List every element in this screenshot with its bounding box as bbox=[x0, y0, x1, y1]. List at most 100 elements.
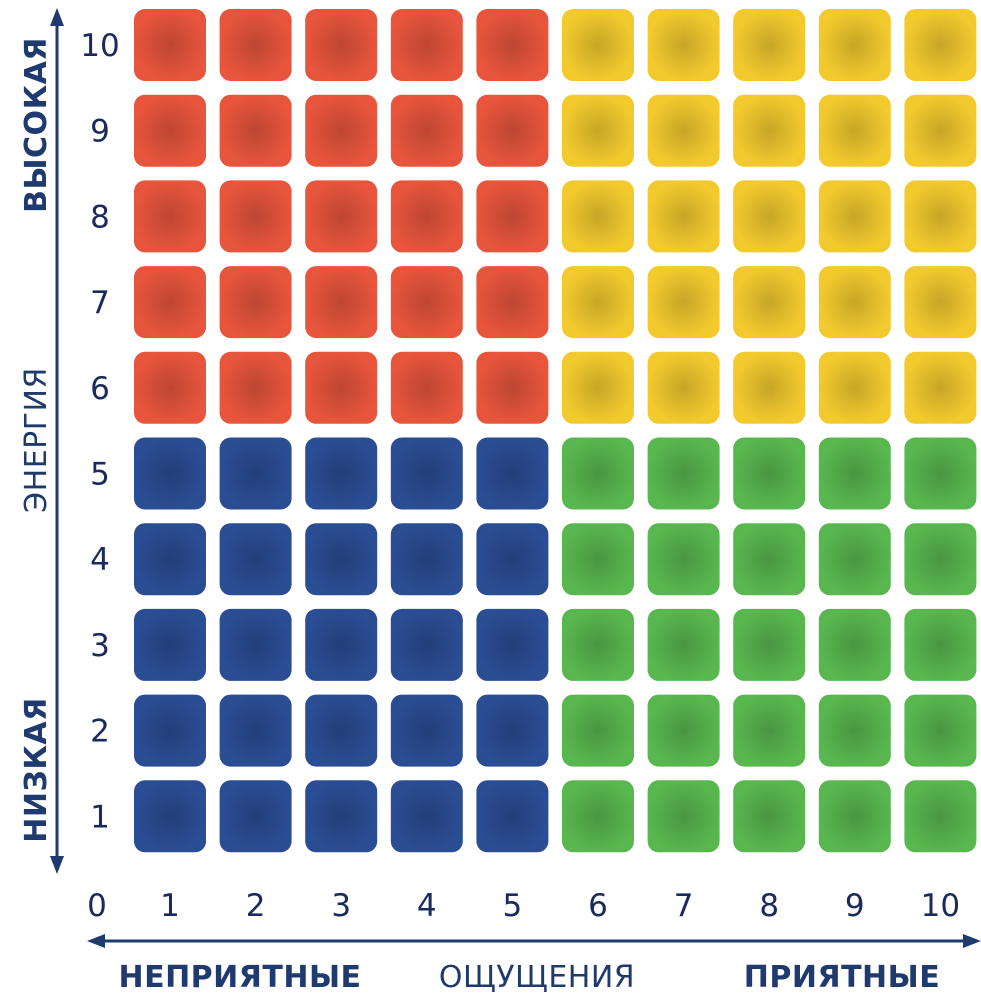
cell-x7-y9 bbox=[647, 94, 720, 167]
y-axis-arrow-bottom bbox=[50, 856, 64, 874]
cell-x4-y4 bbox=[390, 523, 463, 596]
y-tick-1: 1 bbox=[90, 799, 110, 835]
cell-x2-y10 bbox=[219, 9, 292, 81]
cell-x4-y1 bbox=[390, 780, 463, 853]
cell-x9-y5 bbox=[818, 437, 891, 510]
cell-x9-y6 bbox=[818, 351, 891, 424]
cell-x7-y4 bbox=[647, 523, 720, 596]
cell-x9-y2 bbox=[818, 694, 891, 767]
cell-x1-y6 bbox=[134, 351, 206, 424]
cell-x3-y6 bbox=[305, 351, 378, 424]
cell-x10-y4 bbox=[904, 523, 977, 596]
cell-x10-y1 bbox=[904, 780, 977, 853]
cell-x2-y4 bbox=[219, 523, 292, 596]
cell-x10-y9 bbox=[904, 94, 977, 167]
cell-x1-y2 bbox=[134, 694, 206, 767]
cell-x3-y8 bbox=[305, 180, 378, 253]
cell-x1-y10 bbox=[134, 9, 206, 81]
cell-x7-y8 bbox=[647, 180, 720, 253]
cell-x2-y6 bbox=[219, 351, 292, 424]
cell-x4-y5 bbox=[390, 437, 463, 510]
y-tick-10: 10 bbox=[80, 28, 119, 64]
cell-x8-y3 bbox=[733, 608, 806, 681]
cell-x5-y1 bbox=[476, 780, 549, 853]
x-tick-5: 5 bbox=[503, 888, 523, 924]
cell-x7-y7 bbox=[647, 266, 720, 339]
cell-grid bbox=[134, 9, 977, 853]
x-tick-2: 2 bbox=[246, 888, 266, 924]
cell-x2-y5 bbox=[219, 437, 292, 510]
cell-x3-y4 bbox=[305, 523, 378, 596]
cell-x8-y1 bbox=[733, 780, 806, 853]
cell-x1-y1 bbox=[134, 780, 206, 853]
cell-x9-y10 bbox=[818, 9, 891, 81]
cell-x9-y8 bbox=[818, 180, 891, 253]
cell-x8-y5 bbox=[733, 437, 806, 510]
cell-x7-y1 bbox=[647, 780, 720, 853]
cell-x2-y9 bbox=[219, 94, 292, 167]
cell-x5-y2 bbox=[476, 694, 549, 767]
y-tick-2: 2 bbox=[90, 714, 110, 750]
cell-x5-y5 bbox=[476, 437, 549, 510]
cell-x6-y10 bbox=[562, 9, 634, 81]
x-left-label: НЕПРИЯТНЫЕ bbox=[118, 960, 361, 995]
y-tick-7: 7 bbox=[90, 285, 110, 321]
y-tick-9: 9 bbox=[90, 114, 110, 150]
x-tick-9: 9 bbox=[845, 888, 865, 924]
cell-x5-y10 bbox=[476, 9, 549, 81]
cell-x5-y3 bbox=[476, 608, 549, 681]
cell-x3-y3 bbox=[305, 608, 378, 681]
cell-x8-y10 bbox=[733, 9, 806, 81]
x-tick-labels: 0 1 2 3 4 5 6 7 8 9 10 bbox=[87, 888, 960, 924]
cell-x10-y2 bbox=[904, 694, 977, 767]
cell-x2-y3 bbox=[219, 608, 292, 681]
cell-x7-y2 bbox=[647, 694, 720, 767]
cell-x1-y9 bbox=[134, 94, 206, 167]
cell-x6-y3 bbox=[562, 608, 634, 681]
y-axis-arrow-top bbox=[50, 8, 64, 26]
cell-x3-y2 bbox=[305, 694, 378, 767]
y-tick-6: 6 bbox=[90, 371, 110, 407]
x-axis-arrow-right bbox=[963, 934, 981, 948]
cell-x2-y8 bbox=[219, 180, 292, 253]
cell-x9-y7 bbox=[818, 266, 891, 339]
cell-x3-y10 bbox=[305, 9, 378, 81]
cell-x2-y2 bbox=[219, 694, 292, 767]
cell-x2-y7 bbox=[219, 266, 292, 339]
cell-x5-y9 bbox=[476, 94, 549, 167]
cell-x10-y5 bbox=[904, 437, 977, 510]
cell-x3-y7 bbox=[305, 266, 378, 339]
y-tick-labels: 1 2 3 4 5 6 7 8 9 10 bbox=[80, 28, 119, 835]
cell-x3-y1 bbox=[305, 780, 378, 853]
x-tick-8: 8 bbox=[759, 888, 779, 924]
y-tick-8: 8 bbox=[90, 199, 110, 235]
cell-x6-y9 bbox=[562, 94, 634, 167]
cell-x9-y9 bbox=[818, 94, 891, 167]
cell-x10-y7 bbox=[904, 266, 977, 339]
cell-x4-y7 bbox=[390, 266, 463, 339]
cell-x4-y2 bbox=[390, 694, 463, 767]
x-tick-1: 1 bbox=[160, 888, 180, 924]
y-tick-5: 5 bbox=[90, 457, 110, 493]
cell-x4-y10 bbox=[390, 9, 463, 81]
cell-x8-y9 bbox=[733, 94, 806, 167]
cell-x8-y7 bbox=[733, 266, 806, 339]
cell-x7-y6 bbox=[647, 351, 720, 424]
cell-x3-y9 bbox=[305, 94, 378, 167]
cell-x4-y8 bbox=[390, 180, 463, 253]
cell-x6-y7 bbox=[562, 266, 634, 339]
x-tick-0: 0 bbox=[87, 888, 107, 924]
x-axis-arrow-left bbox=[87, 934, 105, 948]
cell-x9-y1 bbox=[818, 780, 891, 853]
cell-x8-y2 bbox=[733, 694, 806, 767]
y-axis-title: ЭНЕРГИЯ bbox=[19, 367, 54, 513]
cell-x10-y6 bbox=[904, 351, 977, 424]
x-axis-title: ОЩУЩЕНИЯ bbox=[439, 960, 635, 995]
cell-x6-y4 bbox=[562, 523, 634, 596]
cell-x10-y10 bbox=[904, 9, 977, 81]
cell-x1-y3 bbox=[134, 608, 206, 681]
cell-x4-y6 bbox=[390, 351, 463, 424]
cell-x8-y8 bbox=[733, 180, 806, 253]
x-tick-4: 4 bbox=[417, 888, 437, 924]
y-tick-3: 3 bbox=[90, 628, 110, 664]
